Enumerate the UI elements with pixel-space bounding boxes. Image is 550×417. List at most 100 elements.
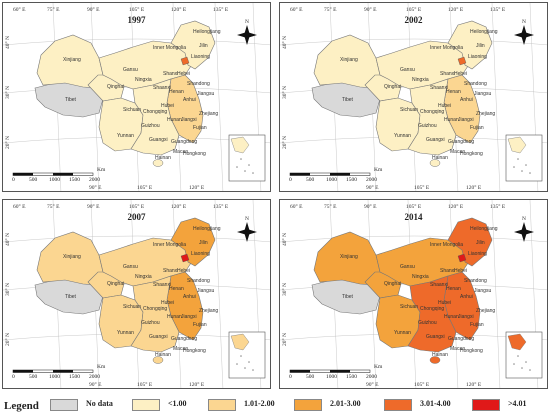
axis-label-left: 30° N [4, 86, 11, 99]
province-label: Chongqing [420, 306, 444, 312]
svg-text:0: 0 [12, 374, 15, 380]
province-label: Inner Mongolia [153, 45, 186, 51]
province-label: Heilongjiang [193, 226, 221, 232]
north-arrow-icon: N [514, 19, 534, 45]
axis-label-bottom: 105° E [137, 381, 153, 388]
province-label: Shaanxi [430, 282, 448, 288]
province-label: Henan [169, 286, 184, 292]
svg-text:500: 500 [306, 374, 315, 380]
axis-label-bottom: 105° E [414, 381, 430, 388]
province-label: Anhui [183, 97, 196, 103]
axis-label-bottom: 120° E [466, 184, 482, 191]
province-label: Guangdong [171, 139, 197, 145]
axis-label-top: 90° E [364, 6, 377, 13]
axis-label-top: 120° E [171, 6, 187, 13]
province-label: Gansu [123, 264, 138, 270]
legend-swatch [132, 399, 160, 411]
region-south [130, 78, 180, 156]
province-label: Hainan [155, 352, 171, 358]
province-label: Gansu [400, 264, 415, 270]
axis-label-top: 135° E [490, 203, 506, 210]
province-label: Heilongjiang [470, 29, 498, 35]
legend-label: 2.01-3.00 [330, 399, 361, 408]
province-label: Ningxia [135, 274, 152, 280]
province-label: Inner Mongolia [153, 242, 186, 248]
axis-label-top: 60° E [13, 6, 26, 13]
province-label: Jilin [199, 240, 208, 246]
axis-label-bottom: 120° E [189, 184, 205, 191]
svg-text:500: 500 [306, 177, 315, 183]
province-label: Fujian [193, 125, 207, 131]
axis-label-bottom: 90° E [366, 184, 379, 191]
province-label: Zhejiang [476, 308, 495, 314]
province-label: Shanxi [440, 71, 455, 77]
axis-label-top: 135° E [213, 203, 229, 210]
province-label: Anhui [460, 97, 473, 103]
axis-label-bottom: 105° E [137, 184, 153, 191]
province-label: Fujian [470, 322, 484, 328]
svg-text:N: N [522, 216, 526, 222]
province-label: Hebei [454, 71, 467, 77]
china-map: 60° E 75° E 90° E 105° E 120° E 135° E 90° E 10… [3, 200, 270, 388]
axis-label-bottom: 120° E [189, 381, 205, 388]
province-label: Yunnan [394, 133, 411, 139]
region-beijing [457, 56, 467, 66]
province-label: Jilin [476, 43, 485, 49]
province-label: Henan [446, 286, 461, 292]
axis-label-top: 75° E [324, 203, 337, 210]
province-label: Sichuan [123, 304, 141, 310]
svg-text:2000: 2000 [366, 374, 377, 380]
province-label: Hongkong [460, 348, 483, 354]
province-label: Jiangxi [458, 314, 474, 320]
province-label: Qinghai [384, 281, 401, 287]
province-label: Jilin [199, 43, 208, 49]
axis-label-top: 120° E [171, 203, 187, 210]
province-label: Anhui [460, 294, 473, 300]
province-label: Shaanxi [430, 85, 448, 91]
china-map: 60° E 75° E 90° E 105° E 120° E 135° E 90° E 10… [280, 200, 547, 388]
axis-label-top: 135° E [490, 6, 506, 13]
axis-label-left: 40° N [4, 36, 11, 49]
province-label: Yunnan [394, 330, 411, 336]
province-label: Hunan [167, 314, 182, 320]
axis-label-top: 60° E [290, 6, 303, 13]
province-label: Chongqing [143, 109, 167, 115]
province-label: Shandong [464, 278, 487, 284]
province-label: Jiangsu [474, 91, 491, 97]
province-label: Tibet [342, 294, 354, 300]
legend-label: >4.01 [508, 399, 527, 408]
svg-text:1000: 1000 [49, 177, 60, 183]
province-label: Tibet [65, 97, 77, 103]
map-panel-2002: 2002 60° E 75° E 90° E 105° E 120° E 135° E 90°… [279, 2, 548, 192]
province-label: Xinjiang [340, 57, 358, 63]
province-label: Shandong [187, 81, 210, 87]
china-map: 60° E 75° E 90° E 105° E 120° E 135° E 90° E 10… [280, 3, 547, 191]
province-label: Sichuan [400, 107, 418, 113]
axis-label-top: 90° E [87, 203, 100, 210]
province-label: Zhejiang [476, 111, 495, 117]
province-label: Tibet [342, 97, 354, 103]
axis-label-left: 20° N [4, 136, 11, 149]
province-label: Zhejiang [199, 111, 218, 117]
region-beijing [457, 253, 467, 263]
axis-label-top: 105° E [129, 203, 145, 210]
province-label: Sichuan [400, 304, 418, 310]
province-label: Guangxi [426, 137, 445, 143]
province-label: Hebei [177, 71, 190, 77]
province-label: Hebei [454, 268, 467, 274]
province-label: Xinjiang [340, 254, 358, 260]
province-label: Guizhou [418, 123, 437, 129]
province-label: Liaoning [468, 251, 487, 257]
axis-label-left: 30° N [281, 86, 288, 99]
province-label: Hongkong [183, 151, 206, 157]
panel-year-title: 2002 [404, 15, 423, 25]
legend-swatch [208, 399, 236, 411]
province-label: Xinjiang [63, 254, 81, 260]
axis-label-top: 75° E [47, 203, 60, 210]
province-label: Hongkong [183, 348, 206, 354]
axis-label-bottom: 105° E [414, 184, 430, 191]
svg-text:Km: Km [374, 364, 383, 370]
province-label: Guangdong [448, 336, 474, 342]
region-hainan [152, 356, 164, 364]
scale-bar: 0 500 1000 1500 2000 Km [289, 364, 383, 380]
